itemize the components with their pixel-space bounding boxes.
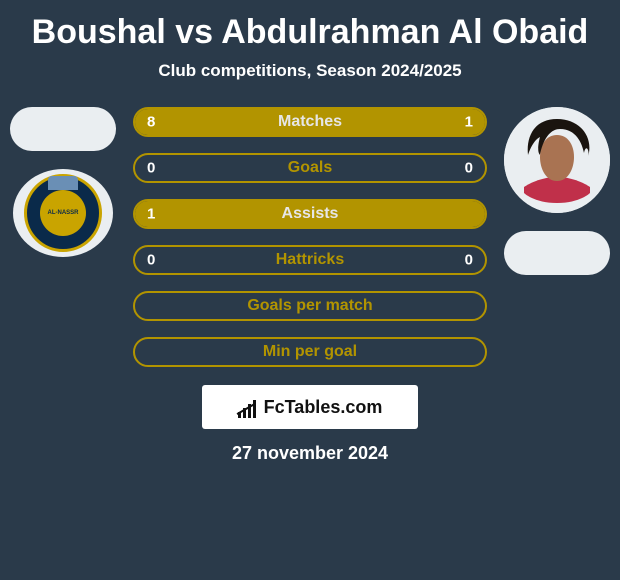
chart-icon <box>238 396 260 418</box>
player-left-avatar-placeholder <box>10 107 116 151</box>
player-right-avatar <box>504 107 610 213</box>
stat-value-right: 1 <box>465 114 473 131</box>
stat-row: 0 0 Goals <box>133 153 487 183</box>
player-right-column <box>497 107 617 275</box>
stat-value-left: 0 <box>147 160 155 177</box>
player-left-club-badge: AL-NASSR <box>13 169 113 257</box>
player-right-face-icon <box>504 107 610 213</box>
logo-text: FcTables.com <box>264 397 383 418</box>
stat-label: Matches <box>278 113 342 131</box>
stat-value-right: 0 <box>465 252 473 269</box>
stat-row: Goals per match <box>133 291 487 321</box>
stat-label: Goals <box>288 159 332 177</box>
stat-value-left: 0 <box>147 252 155 269</box>
stat-row: Min per goal <box>133 337 487 367</box>
fctables-logo: FcTables.com <box>202 385 418 429</box>
stat-row: 0 0 Hattricks <box>133 245 487 275</box>
stat-label: Goals per match <box>247 297 372 315</box>
stat-value-right: 0 <box>465 160 473 177</box>
stat-label: Min per goal <box>263 343 357 361</box>
stat-label: Assists <box>282 205 339 223</box>
player-right-club-placeholder <box>504 231 610 275</box>
stat-value-left: 8 <box>147 114 155 131</box>
date-text: 27 november 2024 <box>0 443 620 464</box>
page-title: Boushal vs Abdulrahman Al Obaid <box>0 14 620 51</box>
stat-label: Hattricks <box>276 251 344 269</box>
subtitle: Club competitions, Season 2024/2025 <box>0 61 620 81</box>
badge-text: AL-NASSR <box>48 210 79 216</box>
stats-list: 8 1 Matches 0 0 Goals 1 Assists 0 0 Hattricks Goals… <box>133 107 487 367</box>
comparison-block: AL-NASSR 8 1 Matches 0 0 Goals 1 Assists 0 0 Hattr… <box>0 107 620 367</box>
stat-row: 8 1 Matches <box>133 107 487 137</box>
player-left-column: AL-NASSR <box>3 107 123 257</box>
stat-value-left: 1 <box>147 206 155 223</box>
stat-row: 1 Assists <box>133 199 487 229</box>
